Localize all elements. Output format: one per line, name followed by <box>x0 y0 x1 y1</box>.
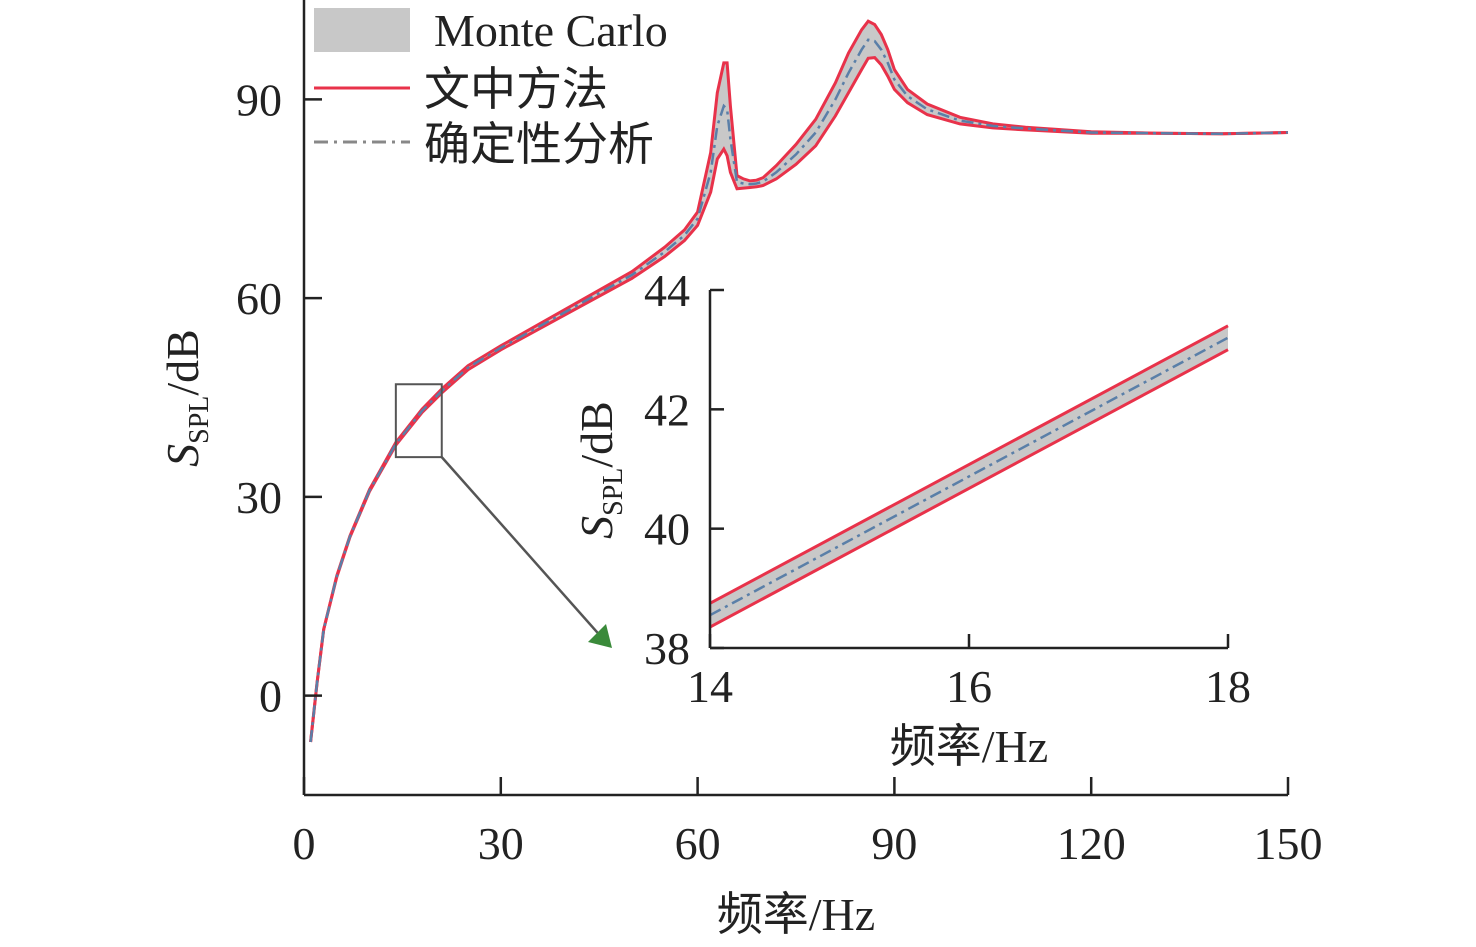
inset-x-ticks: 14 16 18 <box>687 634 1251 712</box>
main-deterministic-line <box>309 38 1289 743</box>
main-x-tick-label: 120 <box>1057 818 1126 869</box>
inset-plot: 14 16 18 38 40 42 44 频率/Hz SSPL/dB <box>571 265 1251 772</box>
inset-x-tick-label: 16 <box>946 661 992 712</box>
main-x-tick-label: 150 <box>1254 818 1323 869</box>
zoom-region-box <box>394 383 443 459</box>
main-y-ticks: 0 30 60 90 <box>236 74 322 722</box>
main-x-tick-label: 30 <box>478 818 524 869</box>
inset-series-lines <box>709 324 1229 629</box>
main-x-tick-label: 90 <box>871 818 917 869</box>
main-series-lines <box>309 19 1289 743</box>
legend-method-label: 文中方法 <box>424 64 608 115</box>
main-y-axis-unit: /dB <box>157 329 208 395</box>
legend-deterministic-label: 确定性分析 <box>424 119 654 170</box>
main-x-ticks: 0 30 60 90 120 150 <box>293 777 1323 869</box>
main-axes <box>302 0 1288 797</box>
main-y-axis-symbol: S <box>157 444 208 467</box>
inset-x-axis-title: 频率/Hz <box>890 721 1048 772</box>
inset-method-lower-line <box>709 348 1229 629</box>
inset-y-tick-label: 42 <box>644 384 690 435</box>
inset-y-tick-label: 38 <box>644 623 690 674</box>
main-method-lower-line <box>309 56 1289 743</box>
inset-deterministic-line <box>709 336 1229 617</box>
inset-method-upper-line <box>709 324 1229 605</box>
main-y-tick-label: 90 <box>236 74 282 125</box>
inset-x-tick-label: 14 <box>687 661 733 712</box>
zoom-arrow-head <box>588 624 612 648</box>
main-x-tick-label: 60 <box>675 818 721 869</box>
legend-monte-carlo-swatch <box>314 8 410 52</box>
zoom-arrow <box>440 456 605 641</box>
main-y-axis-title: SSPL/dB <box>157 329 215 467</box>
inset-y-tick-label: 44 <box>644 265 690 316</box>
inset-y-axis-symbol: S <box>571 516 622 539</box>
inset-y-axis-unit: /dB <box>571 401 622 467</box>
inset-y-axis-title: SSPL/dB <box>571 401 629 539</box>
main-y-axis-subscript: SPL <box>184 396 215 444</box>
inset-x-tick-label: 18 <box>1205 661 1251 712</box>
inset-y-tick-label: 40 <box>644 504 690 555</box>
legend: Monte Carlo 文中方法 确定性分析 <box>314 5 668 170</box>
main-y-tick-label: 0 <box>259 671 282 722</box>
main-method-upper-line <box>309 19 1289 743</box>
inset-y-ticks: 38 40 42 44 <box>644 265 724 674</box>
main-x-tick-label: 0 <box>293 818 316 869</box>
main-y-tick-label: 30 <box>236 472 282 523</box>
main-x-axis-title: 频率/Hz <box>717 889 875 940</box>
legend-monte-carlo-label: Monte Carlo <box>434 5 668 56</box>
main-y-tick-label: 60 <box>236 273 282 324</box>
inset-y-axis-subscript: SPL <box>598 468 629 516</box>
